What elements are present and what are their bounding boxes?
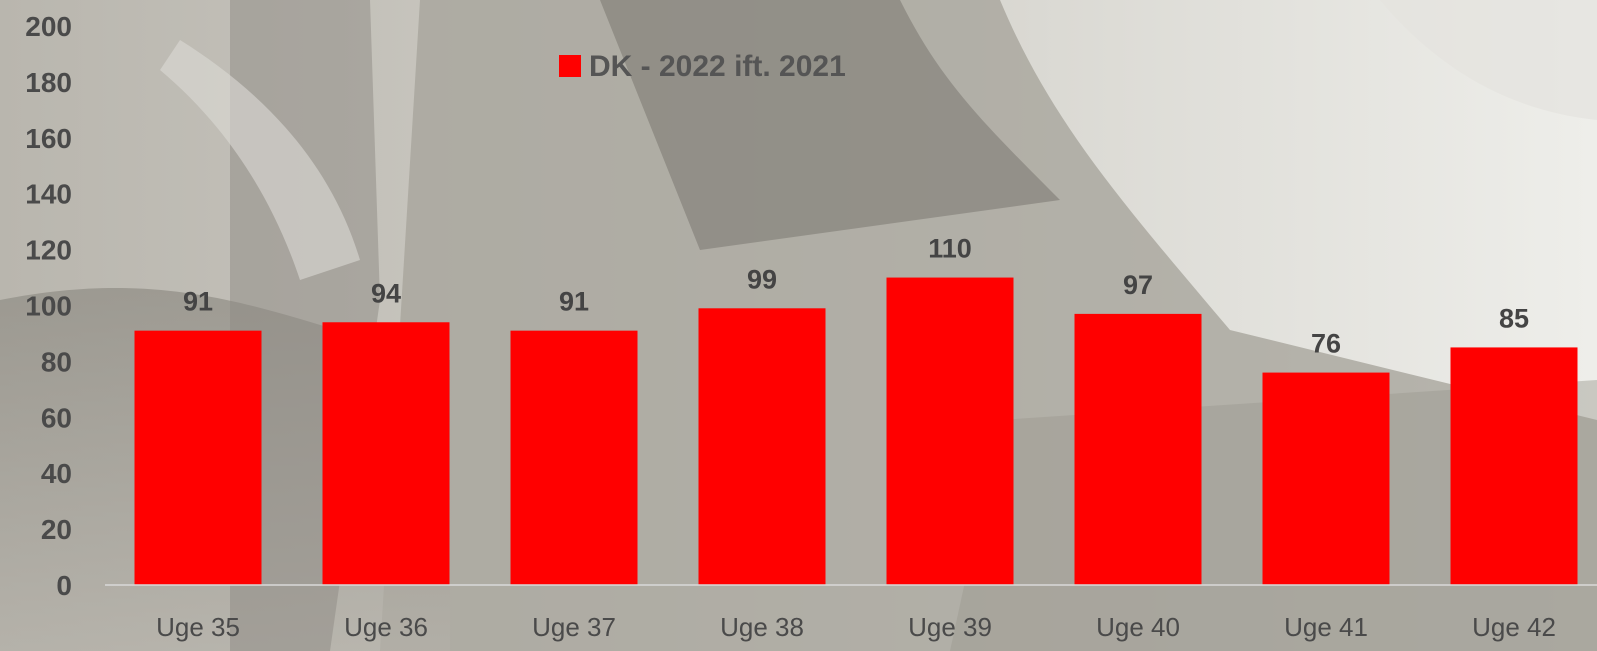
y-tick-label-2: 40 [41,458,72,489]
data-label-5: 97 [1123,270,1153,300]
data-label-7: 85 [1499,303,1529,333]
x-axis-ticks: Uge 35 Uge 36 Uge 37 Uge 38 Uge 39 Uge 40 Uge … [156,612,1556,642]
bar-7 [1450,347,1578,585]
bar-5 [1074,313,1202,585]
x-tick-label-3: Uge 38 [720,612,804,642]
data-label-0: 91 [183,287,213,317]
y-tick-label-5: 100 [25,291,72,322]
x-tick-label-5: Uge 40 [1096,612,1180,642]
y-tick-label-9: 180 [25,67,72,98]
legend-swatch [559,55,581,77]
x-tick-label-4: Uge 39 [908,612,992,642]
y-tick-label-10: 200 [25,11,72,42]
bar-6 [1262,372,1390,585]
y-tick-label-6: 120 [25,235,72,266]
y-tick-label-4: 80 [41,346,72,377]
data-label-6: 76 [1311,329,1341,359]
data-labels-group: 91 94 91 99 110 97 76 85 [183,234,1529,359]
bar-0 [134,330,262,585]
y-tick-label-0: 0 [56,570,72,601]
y-tick-label-7: 140 [25,179,72,210]
y-tick-label-1: 20 [41,514,72,545]
x-tick-label-6: Uge 41 [1284,612,1368,642]
data-label-3: 99 [747,264,777,294]
y-tick-label-8: 160 [25,123,72,154]
y-axis-ticks: 0 20 40 60 80 100 120 140 160 180 200 [25,11,72,601]
data-label-4: 110 [928,234,972,264]
data-label-1: 94 [371,278,401,308]
x-tick-label-0: Uge 35 [156,612,240,642]
y-tick-label-3: 60 [41,402,72,433]
bar-4 [886,277,1014,585]
x-tick-label-2: Uge 37 [532,612,616,642]
bar-2 [510,330,638,585]
bar-1 [322,322,450,585]
legend: DK - 2022 ift. 2021 [559,50,846,83]
legend-label: DK - 2022 ift. 2021 [589,50,846,83]
data-label-2: 91 [559,287,589,317]
x-tick-label-7: Uge 42 [1472,612,1556,642]
bar-3 [698,308,826,585]
bars-group [134,277,1578,585]
x-tick-label-1: Uge 36 [344,612,428,642]
